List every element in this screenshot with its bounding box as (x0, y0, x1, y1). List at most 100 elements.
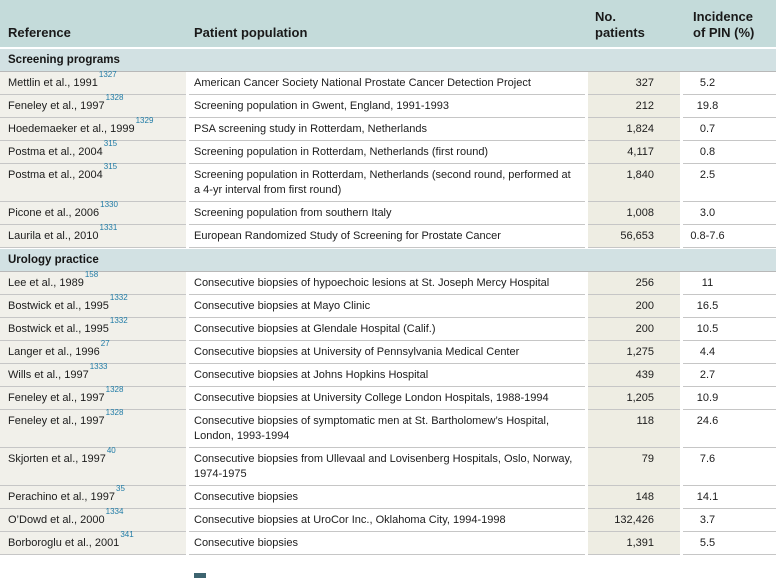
table-row: Borboroglu et al., 2001341 Consecutive bi… (0, 530, 776, 555)
reference-cell: Postma et al., 2004315 (0, 139, 186, 164)
reference-cell: Mettlin et al., 19911327 (0, 70, 186, 95)
population-cell: European Randomized Study of Screening f… (189, 225, 585, 248)
citation-superscript: 341 (120, 530, 134, 540)
table-row: Feneley et al., 19971328 Screening popula… (0, 93, 776, 118)
population-cell: Consecutive biopsies at UroCor Inc., Okl… (189, 509, 585, 532)
reference-cell: Borboroglu et al., 2001341 (0, 530, 186, 555)
reference-text: Perachino et al., 1997 (8, 491, 116, 503)
population-cell: Consecutive biopsies at Glendale Hospita… (189, 318, 585, 341)
citation-superscript: 315 (103, 162, 118, 172)
reference-cell: Feneley et al., 19971328 (0, 408, 186, 448)
patients-count-cell: 212 (588, 95, 680, 118)
table-row: Mettlin et al., 19911327 American Cancer … (0, 70, 776, 95)
population-cell: Consecutive biopsies (189, 486, 585, 509)
table-row: O’Dowd et al., 20001334 Consecutive biops… (0, 507, 776, 532)
citation-superscript: 1330 (100, 200, 118, 210)
incidence-cell: 11 (683, 272, 776, 295)
citation-superscript: 1328 (105, 93, 124, 103)
incidence-cell: 10.5 (683, 318, 776, 341)
reference-text: Langer et al., 1996 (8, 346, 100, 358)
citation-superscript: 1332 (109, 293, 128, 303)
citation-superscript: 1334 (105, 507, 124, 517)
reference-text: Postma et al., 2004 (8, 146, 103, 158)
section-header: Screening programs (0, 49, 776, 72)
patients-count-cell: 327 (588, 72, 680, 95)
column-header-reference: Reference (8, 25, 71, 40)
table-row: Postma et al., 2004315 Screening populati… (0, 162, 776, 202)
table-row: Bostwick et al., 19951332 Consecutive bio… (0, 293, 776, 318)
table-row: Bostwick et al., 19951332 Consecutive bio… (0, 316, 776, 341)
reference-text: Bostwick et al., 1995 (8, 323, 109, 335)
citation-superscript: 1331 (99, 223, 118, 233)
citation-superscript: 1329 (135, 116, 154, 126)
patients-count-cell: 439 (588, 364, 680, 387)
citation-superscript: 1333 (89, 362, 108, 372)
reference-cell: Perachino et al., 199735 (0, 485, 186, 509)
population-cell: Screening population in Rotterdam, Nethe… (189, 141, 585, 164)
reference-cell: Bostwick et al., 19951332 (0, 293, 186, 318)
citation-superscript: 40 (106, 446, 116, 456)
reference-cell: Hoedemaeker et al., 19991329 (0, 116, 186, 141)
citation-superscript: 27 (100, 339, 110, 349)
reference-text: Skjorten et al., 1997 (8, 453, 106, 465)
incidence-cell: 24.6 (683, 410, 776, 448)
population-cell: Screening population in Rotterdam, Nethe… (189, 164, 585, 202)
incidence-cell: 0.7 (683, 118, 776, 141)
citation-superscript: 1332 (109, 316, 128, 326)
patients-count-cell: 132,426 (588, 509, 680, 532)
incidence-cell: 2.5 (683, 164, 776, 202)
table-row: Feneley et al., 19971328 Consecutive biop… (0, 408, 776, 448)
table-row: Langer et al., 199627 Consecutive biopsie… (0, 339, 776, 364)
patients-count-cell: 4,117 (588, 141, 680, 164)
citation-superscript: 1327 (98, 70, 117, 80)
citation-superscript: 158 (84, 270, 99, 280)
reference-text: Postma et al., 2004 (8, 169, 103, 181)
patients-count-cell: 1,275 (588, 341, 680, 364)
reference-cell: Langer et al., 199627 (0, 339, 186, 364)
incidence-cell: 3.7 (683, 509, 776, 532)
reference-text: Mettlin et al., 1991 (8, 77, 98, 89)
table-row: Wills et al., 19971333 Consecutive biopsi… (0, 362, 776, 387)
reference-text: Wills et al., 1997 (8, 369, 89, 381)
reference-cell: Postma et al., 2004315 (0, 162, 186, 202)
patients-count-cell: 79 (588, 448, 680, 486)
table-row: Laurila et al., 20101331 European Randomi… (0, 223, 776, 248)
cropped-content-artifact (194, 573, 206, 578)
table-row: Picone et al., 20061330 Screening populat… (0, 200, 776, 225)
population-cell: PSA screening study in Rotterdam, Nether… (189, 118, 585, 141)
reference-cell: Picone et al., 20061330 (0, 200, 186, 225)
population-cell: Screening population from southern Italy (189, 202, 585, 225)
reference-cell: Skjorten et al., 199740 (0, 446, 186, 486)
reference-text: Hoedemaeker et al., 1999 (8, 123, 135, 135)
incidence-cell: 10.9 (683, 387, 776, 410)
patients-count-cell: 200 (588, 295, 680, 318)
population-cell: Consecutive biopsies at Mayo Clinic (189, 295, 585, 318)
citation-superscript: 1328 (105, 408, 124, 418)
population-cell: Consecutive biopsies at Johns Hopkins Ho… (189, 364, 585, 387)
reference-text: Lee et al., 1989 (8, 277, 84, 289)
reference-text: Bostwick et al., 1995 (8, 300, 109, 312)
incidence-cell: 5.2 (683, 72, 776, 95)
incidence-cell: 2.7 (683, 364, 776, 387)
table-header-row: Reference Patient population No. patient… (0, 0, 776, 47)
table-row: Feneley et al., 19971328 Consecutive biop… (0, 386, 776, 410)
incidence-cell: 4.4 (683, 341, 776, 364)
population-cell: Consecutive biopsies of symptomatic men … (189, 410, 585, 448)
patients-count-cell: 1,391 (588, 532, 680, 555)
table-row: Lee et al., 1989158 Consecutive biopsies … (0, 270, 776, 295)
population-cell: Consecutive biopsies from Ullevaal and L… (189, 448, 585, 486)
reference-text: Feneley et al., 1997 (8, 100, 105, 112)
patients-count-cell: 1,008 (588, 202, 680, 225)
table-row: Postma et al., 2004315 Screening populati… (0, 139, 776, 164)
column-header-no-patients: No. patients (595, 9, 645, 40)
citation-superscript: 315 (103, 139, 118, 149)
reference-cell: Bostwick et al., 19951332 (0, 316, 186, 341)
patients-count-cell: 56,653 (588, 225, 680, 248)
patients-count-cell: 1,824 (588, 118, 680, 141)
incidence-cell: 16.5 (683, 295, 776, 318)
patients-count-cell: 148 (588, 486, 680, 509)
incidence-cell: 5.5 (683, 532, 776, 555)
reference-cell: O’Dowd et al., 20001334 (0, 507, 186, 532)
population-cell: Consecutive biopsies of hypoechoic lesio… (189, 272, 585, 295)
